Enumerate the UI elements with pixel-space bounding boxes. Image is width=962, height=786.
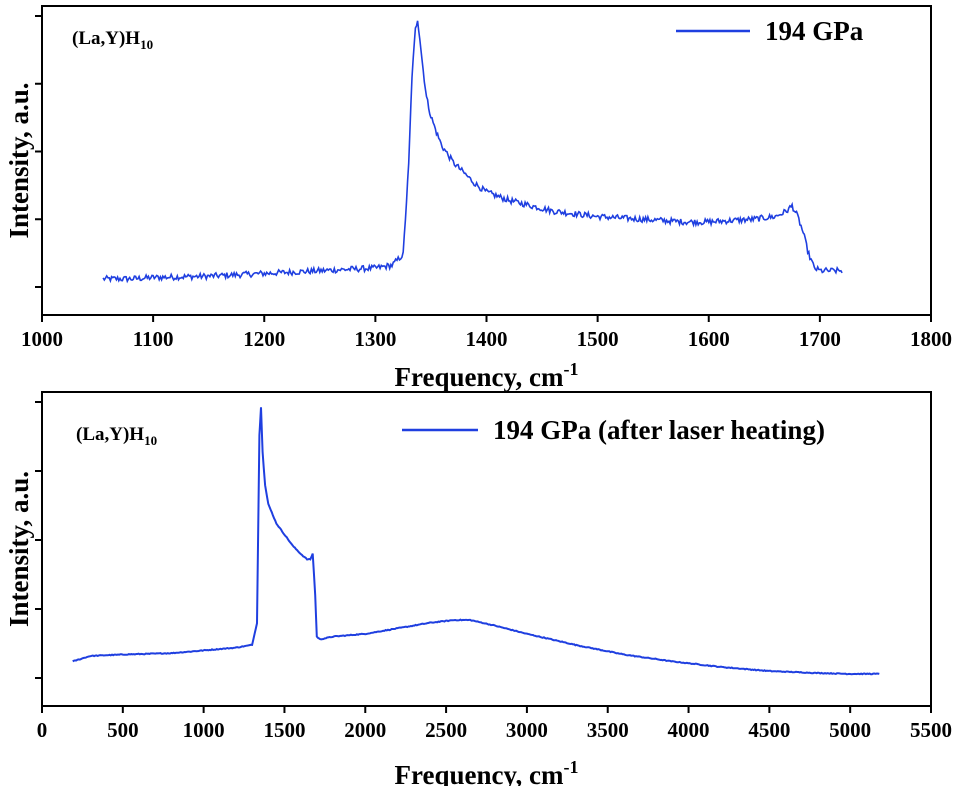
x-tick-label: 2500: [425, 718, 467, 742]
x-tick-label: 4000: [668, 718, 710, 742]
x-tick-label: 1500: [263, 718, 305, 742]
bottom-chart-panel: 0 500 1000 1500 2000 2500 3000 3500 4000 4500 5000…: [4, 391, 952, 786]
x-tick-label: 500: [107, 718, 139, 742]
plot-frame: [41, 391, 932, 707]
x-tick-label: 1100: [133, 327, 174, 351]
legend-label: 194 GPa: [765, 16, 864, 46]
x-tick-label: 0: [37, 718, 48, 742]
x-axis-title: Frequency, cm-1: [395, 359, 579, 392]
y-axis-title: Intensity, a.u.: [4, 471, 34, 627]
series-line: [72, 407, 880, 676]
compound-annotation: (La,Y)H10: [76, 424, 157, 448]
x-tick-label: 1800: [910, 327, 952, 351]
top-chart-panel: 1000 1100 1200 1300 1400 1500 1600 1700 1800 Freq…: [4, 5, 952, 392]
x-tick-label: 1400: [466, 327, 508, 351]
x-tick-label: 5500: [910, 718, 952, 742]
x-tick-label: 3500: [587, 718, 629, 742]
x-tick-label: 1500: [577, 327, 619, 351]
x-tick-label: 1600: [688, 327, 730, 351]
x-tick-label: 1000: [183, 718, 225, 742]
plot-frame: [41, 5, 932, 316]
x-tick-label: 1000: [21, 327, 63, 351]
x-tick-label: 4500: [748, 718, 790, 742]
legend-label: 194 GPa (after laser heating): [493, 415, 825, 445]
compound-annotation: (La,Y)H10: [72, 28, 153, 52]
x-tick-label: 5000: [829, 718, 871, 742]
x-tick-label: 2000: [344, 718, 386, 742]
x-tick-label: 3000: [506, 718, 548, 742]
x-axis-title: Frequency, cm-1: [395, 757, 579, 786]
y-axis-title: Intensity, a.u.: [4, 82, 34, 238]
x-tick-label: 1700: [799, 327, 841, 351]
x-tick-label: 1200: [243, 327, 285, 351]
x-tick-label: 1300: [354, 327, 396, 351]
series-line: [102, 20, 843, 284]
